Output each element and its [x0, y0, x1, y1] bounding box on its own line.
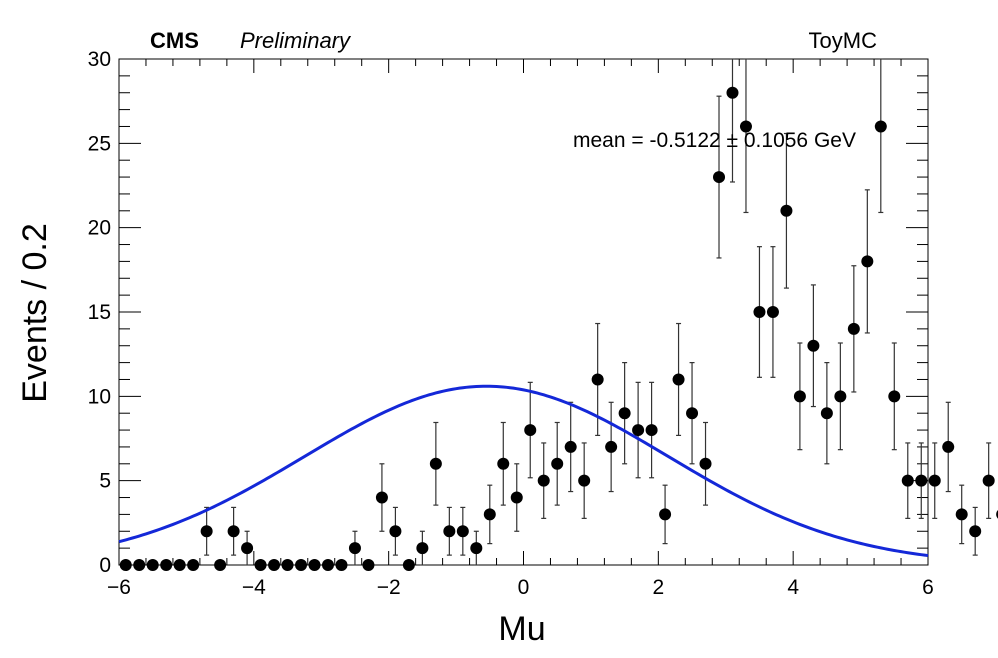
data-point [753, 306, 766, 318]
x-tick-label: 4 [787, 576, 799, 599]
data-point [618, 407, 631, 420]
y-tick-label: 0 [99, 554, 111, 577]
y-axis-label: Events / 0.2 [16, 223, 54, 403]
data-point [321, 559, 334, 571]
data-point [119, 559, 132, 571]
data-point [227, 525, 240, 538]
data-point [537, 474, 550, 487]
data-point [874, 120, 887, 133]
data-point [187, 559, 200, 571]
data-point [820, 407, 833, 420]
mean-annotation: mean = -0.5122 ± 0.1056 GeV [573, 129, 856, 152]
data-point [497, 457, 510, 470]
y-tick-label: 10 [88, 385, 111, 408]
y-tick-label: 20 [88, 217, 111, 240]
preliminary-label: Preliminary [240, 28, 352, 53]
data-point [928, 474, 941, 487]
gaussian-fit-curve [118, 384, 929, 558]
x-tick-label: −2 [377, 576, 401, 599]
data-point [793, 390, 806, 403]
x-tick-label: 6 [922, 576, 934, 599]
dataset-label: ToyMC [809, 28, 878, 53]
y-tick-label: 25 [88, 132, 111, 155]
data-point [241, 542, 254, 555]
data-point [807, 339, 820, 352]
data-point [214, 559, 227, 571]
data-point [834, 390, 847, 403]
data-point [470, 542, 483, 555]
x-tick-label: 2 [652, 576, 664, 599]
data-point [375, 491, 388, 504]
data-point [686, 407, 699, 420]
data-point [901, 474, 914, 487]
x-tick-label: 0 [518, 576, 530, 599]
x-tick-label: −4 [242, 576, 266, 599]
y-tick-label: 30 [88, 48, 111, 71]
data-point [335, 559, 348, 571]
data-point [443, 525, 456, 538]
data-point [254, 559, 267, 571]
data-point [160, 559, 173, 571]
data-point [578, 474, 591, 487]
data-point [955, 508, 968, 521]
data-point [888, 390, 901, 403]
data-point [739, 120, 752, 133]
data-point [348, 542, 361, 555]
data-point [942, 440, 955, 453]
data-point [416, 542, 429, 555]
data-points [119, 86, 998, 571]
tick-labels: −6 −4 −2 0 2 4 6 0 5 10 15 20 25 30 [88, 48, 934, 599]
data-point [146, 559, 159, 571]
y-tick-label: 15 [88, 301, 111, 324]
y-tick-label: 5 [99, 470, 111, 493]
data-point [915, 474, 928, 487]
data-point [200, 525, 213, 538]
data-point [483, 508, 496, 521]
data-point [133, 559, 146, 571]
data-point [861, 255, 874, 268]
x-tick-label: −6 [107, 576, 131, 599]
data-point [362, 559, 375, 571]
data-point [510, 491, 523, 504]
data-point [456, 525, 469, 538]
data-point [645, 424, 658, 437]
data-point [564, 440, 577, 453]
data-point [591, 373, 604, 386]
data-point [402, 559, 415, 571]
data-point [389, 525, 402, 538]
data-point [659, 508, 672, 521]
data-point [551, 457, 564, 470]
data-point [173, 559, 186, 571]
data-point [982, 474, 995, 487]
data-point [672, 373, 685, 386]
cms-label: CMS [150, 28, 199, 53]
data-point [605, 440, 618, 453]
data-point [713, 171, 726, 184]
x-axis-label: Mu [498, 610, 545, 648]
data-point [632, 424, 645, 437]
data-point [726, 86, 739, 99]
data-point [766, 306, 779, 318]
data-point [969, 525, 982, 538]
data-point [699, 457, 712, 470]
data-point [524, 424, 537, 437]
data-point [780, 204, 793, 217]
data-point [268, 559, 281, 571]
data-point [295, 559, 308, 571]
fit-curve-group [118, 384, 929, 558]
data-point [429, 457, 442, 470]
data-point [281, 559, 294, 571]
data-point [847, 322, 860, 335]
data-point [308, 559, 321, 571]
